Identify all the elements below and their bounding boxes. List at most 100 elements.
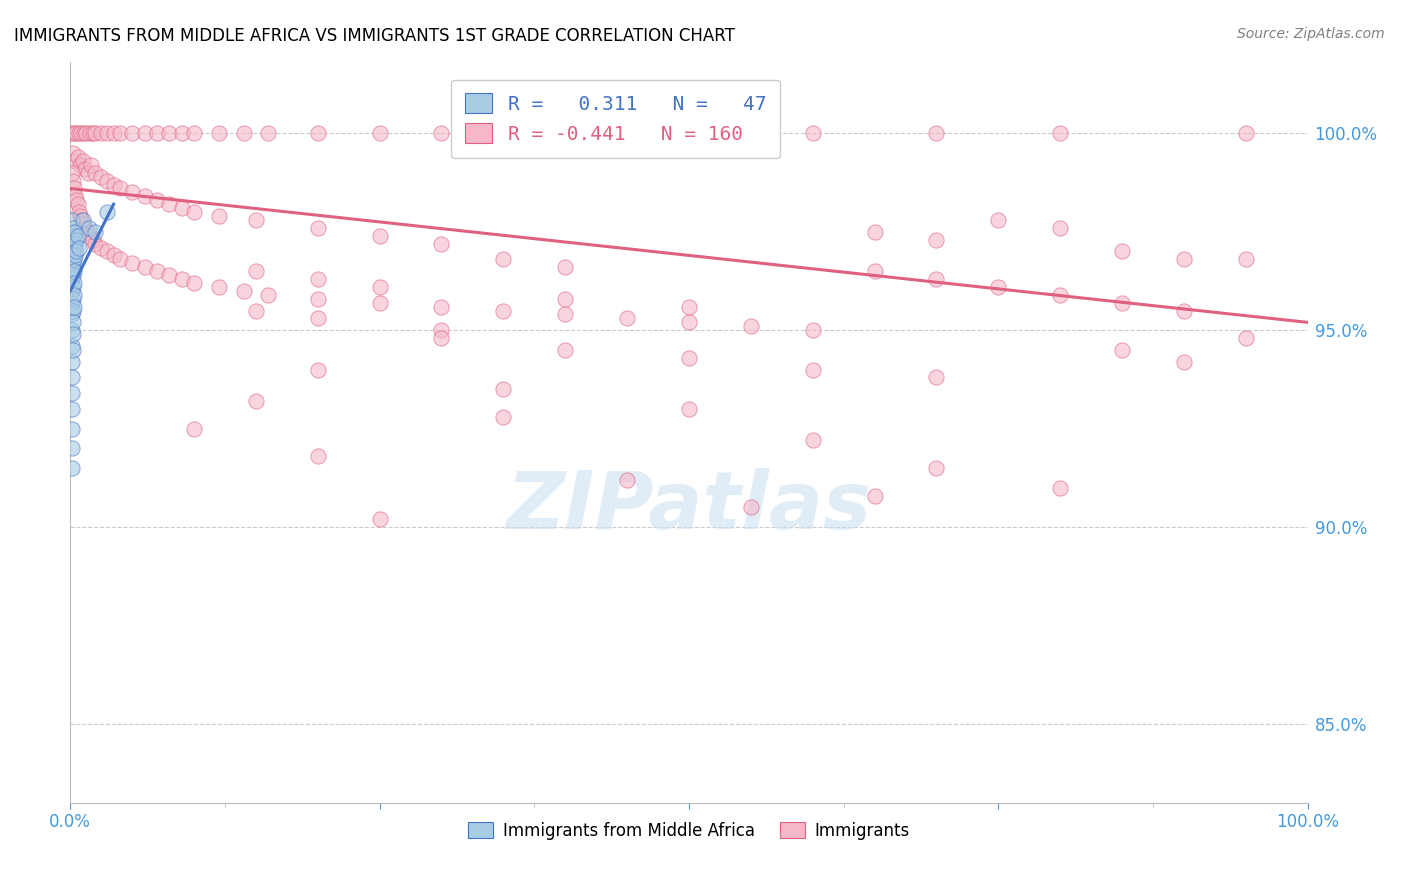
Point	[72, 217, 94, 231]
Point	[63, 181, 86, 195]
Point	[65, 248, 87, 262]
Point	[121, 186, 143, 200]
Point	[134, 189, 156, 203]
Point	[60, 126, 83, 140]
Point	[90, 126, 112, 140]
Point	[863, 489, 886, 503]
Point	[134, 260, 156, 275]
Point	[79, 126, 101, 140]
Point	[63, 240, 86, 254]
Point	[146, 264, 169, 278]
Point	[77, 220, 100, 235]
Point	[678, 300, 700, 314]
Point	[492, 126, 515, 140]
Point	[801, 126, 824, 140]
Point	[368, 228, 391, 243]
Point	[678, 315, 700, 329]
Point	[257, 287, 280, 301]
Point	[1049, 481, 1071, 495]
Point	[925, 461, 948, 475]
Point	[82, 126, 104, 140]
Point	[1173, 355, 1195, 369]
Point	[90, 240, 112, 254]
Point	[554, 292, 576, 306]
Point	[76, 166, 98, 180]
Point	[63, 287, 86, 301]
Point	[245, 264, 267, 278]
Point	[146, 194, 169, 208]
Point	[108, 126, 131, 140]
Point	[103, 126, 125, 140]
Point	[208, 126, 231, 140]
Point	[62, 220, 84, 235]
Point	[84, 126, 107, 140]
Point	[170, 272, 193, 286]
Point	[65, 244, 87, 259]
Point	[60, 236, 83, 251]
Point	[60, 225, 83, 239]
Point	[65, 236, 87, 251]
Point	[1049, 126, 1071, 140]
Point	[368, 280, 391, 294]
Point	[63, 264, 86, 278]
Point	[1111, 244, 1133, 259]
Point	[60, 402, 83, 417]
Point	[121, 126, 143, 140]
Point	[492, 409, 515, 424]
Point	[245, 394, 267, 409]
Point	[80, 158, 103, 172]
Point	[63, 300, 86, 314]
Point	[146, 126, 169, 140]
Point	[69, 209, 91, 223]
Point	[70, 213, 93, 227]
Point	[801, 362, 824, 376]
Point	[925, 370, 948, 384]
Point	[368, 126, 391, 140]
Point	[157, 126, 180, 140]
Point	[1049, 220, 1071, 235]
Point	[62, 173, 84, 187]
Point	[108, 181, 131, 195]
Point	[62, 292, 84, 306]
Point	[1111, 295, 1133, 310]
Point	[62, 315, 84, 329]
Point	[987, 280, 1010, 294]
Point	[84, 225, 107, 239]
Point	[257, 126, 280, 140]
Point	[307, 362, 329, 376]
Point	[63, 252, 86, 267]
Point	[60, 442, 83, 456]
Point	[70, 126, 93, 140]
Text: ZIPatlas: ZIPatlas	[506, 467, 872, 546]
Point	[60, 323, 83, 337]
Point	[62, 327, 84, 342]
Point	[157, 268, 180, 282]
Point	[1173, 252, 1195, 267]
Point	[183, 422, 205, 436]
Point	[492, 303, 515, 318]
Point	[72, 153, 94, 168]
Point	[60, 213, 83, 227]
Point	[76, 225, 98, 239]
Point	[208, 209, 231, 223]
Point	[65, 233, 87, 247]
Point	[75, 220, 97, 235]
Point	[492, 252, 515, 267]
Point	[740, 126, 762, 140]
Point	[60, 308, 83, 322]
Point	[307, 220, 329, 235]
Point	[73, 126, 96, 140]
Point	[66, 197, 89, 211]
Point	[60, 295, 83, 310]
Point	[678, 351, 700, 365]
Point	[60, 260, 83, 275]
Point	[63, 126, 86, 140]
Point	[925, 233, 948, 247]
Point	[62, 233, 84, 247]
Point	[66, 228, 89, 243]
Point	[170, 201, 193, 215]
Point	[554, 260, 576, 275]
Point	[183, 276, 205, 290]
Point	[554, 308, 576, 322]
Point	[69, 158, 91, 172]
